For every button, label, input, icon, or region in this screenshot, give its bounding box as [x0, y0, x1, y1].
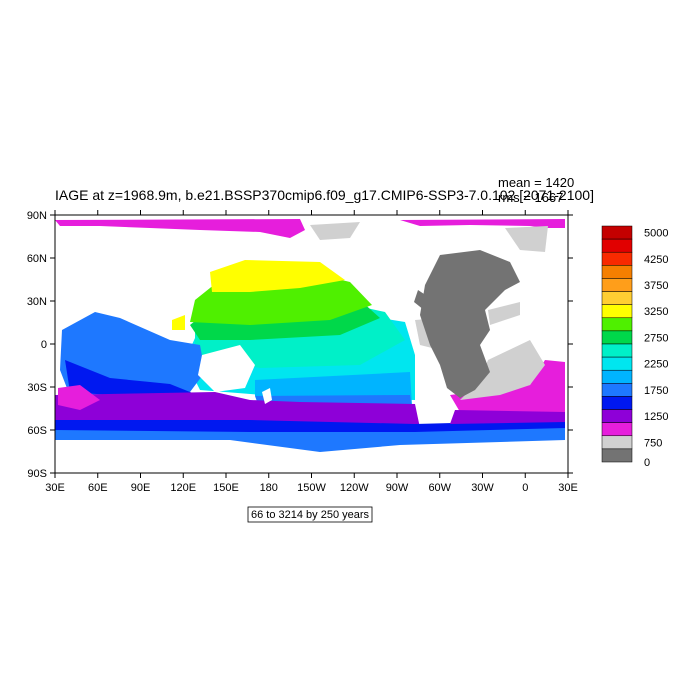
colorbar-label: 750	[644, 437, 662, 449]
colorbar-cell	[601, 265, 633, 279]
lon-label: 60W	[428, 482, 451, 494]
colorbar-cell	[601, 278, 633, 292]
arctic-magenta-band	[55, 219, 305, 238]
colorbar-cell	[601, 238, 633, 253]
colorbar-cell	[601, 448, 633, 463]
lon-label: 0	[522, 482, 528, 494]
colorbar-cell	[601, 225, 633, 240]
atlantic-gray-south	[460, 340, 545, 400]
lat-label: 60N	[27, 253, 47, 265]
americas-dark-gray-isthmus	[414, 290, 430, 310]
lon-label: 30W	[471, 482, 494, 494]
colorbar-cell	[601, 435, 633, 450]
australia-land	[198, 345, 255, 392]
colorbar-label: 1250	[644, 411, 668, 423]
arctic-gray-ice	[310, 222, 360, 240]
indian-darkblue	[65, 360, 195, 398]
southern-blue-belt	[55, 428, 565, 452]
colorbar-cell	[601, 330, 633, 345]
rms-stat: rms = 1667	[498, 190, 563, 205]
colorbar-label: 2750	[644, 332, 668, 344]
atlantic-gray-north	[488, 302, 520, 325]
nz-land	[262, 388, 272, 404]
atlantic-south-purple	[450, 410, 565, 424]
pacific-yellow	[210, 260, 345, 292]
lat-label: 90N	[27, 210, 47, 222]
latitude-axis: 90N 60N 30N 0 30S 60S 90S	[27, 210, 573, 480]
colorbar-cell	[601, 317, 633, 332]
ocean-age-field	[55, 219, 565, 473]
lat-label: 90S	[27, 468, 47, 480]
pacific-yellow-west	[172, 315, 185, 330]
colorbar-label: 3750	[644, 280, 668, 292]
plot-title: IAGE at z=1968.9m, b.e21.BSSP370cmip6.f0…	[55, 187, 594, 203]
lat-label: 30N	[27, 296, 47, 308]
lon-label: 180	[260, 482, 278, 494]
colorbar: 5000 4250 3750 3250 2750 2250 1750 1250 750 0	[601, 225, 668, 469]
contour-info-text: 66 to 3214 by 250 years	[251, 509, 370, 521]
colorbar-cell	[601, 356, 633, 371]
arctic-magenta-band-east	[400, 219, 565, 228]
colorbar-cell	[601, 383, 633, 397]
colorbar-label: 4250	[644, 254, 668, 266]
lon-label: 90E	[131, 482, 151, 494]
colorbar-label: 5000	[644, 228, 668, 240]
lon-label: 120E	[170, 482, 196, 494]
lon-label: 60E	[88, 482, 108, 494]
colorbar-label: 1750	[644, 385, 668, 397]
arctic-gray-ice-east	[505, 226, 548, 252]
contour-info-box	[247, 506, 373, 523]
lat-label: 60S	[27, 425, 47, 437]
colorbar-cell	[601, 409, 633, 423]
colorbar-cell	[601, 251, 633, 266]
colorbar-cell	[601, 396, 633, 410]
mean-stat: mean = 1420	[498, 175, 574, 190]
lon-label: 30E	[558, 482, 578, 494]
lat-label: 0	[41, 339, 47, 351]
colorbar-label: 2250	[644, 359, 668, 371]
colorbar-label: 3250	[644, 306, 668, 318]
lon-label: 30E	[45, 482, 65, 494]
colorbar-cell	[601, 422, 633, 437]
lon-label: 90W	[386, 482, 409, 494]
southern-purple-magenta	[58, 385, 100, 410]
lat-label: 30S	[27, 382, 47, 394]
lon-label: 150E	[213, 482, 239, 494]
atlantic-south-magenta	[450, 360, 565, 415]
colorbar-cell	[601, 343, 633, 358]
colorbar-cell	[601, 304, 633, 319]
americas-dark-gray	[420, 250, 520, 398]
colorbar-label: 0	[644, 457, 650, 469]
lon-label: 120W	[340, 482, 369, 494]
colorbar-cell	[601, 369, 633, 384]
longitude-axis: 30E 60E 90E 120E 150E 180 150W 120W 90W 60W 30W 0 30…	[45, 210, 578, 494]
lon-label: 150W	[297, 482, 326, 494]
colorbar-cell	[601, 291, 633, 305]
antarctic-white	[55, 452, 565, 473]
